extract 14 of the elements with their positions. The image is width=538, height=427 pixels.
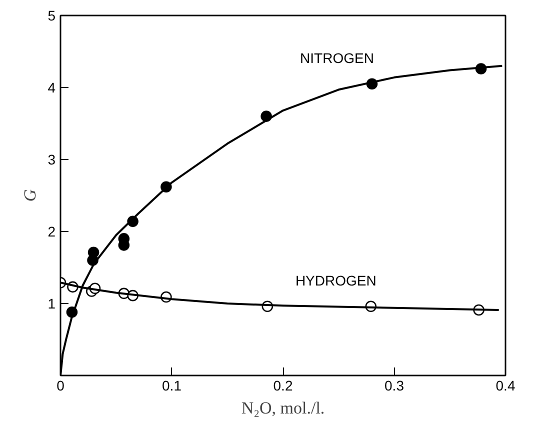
y-tick-label: 4 <box>48 80 56 96</box>
x-tick-label: 0.2 <box>273 378 293 394</box>
series-label: NITROGEN <box>300 50 374 66</box>
x-tick-label: 0.4 <box>496 378 516 394</box>
y-tick-label: 2 <box>48 224 56 240</box>
y-tick-label: 3 <box>48 152 56 168</box>
x-tick-label: 0.3 <box>384 378 404 394</box>
y-axis-title: G <box>20 189 40 202</box>
x-tick-label: 0.1 <box>162 378 182 394</box>
x-axis-title: N₂O, mol./l. <box>241 398 325 418</box>
y-tick-label: 1 <box>48 296 56 312</box>
x-tick-label: 0 <box>56 378 65 394</box>
y-tick-label: 5 <box>48 8 56 24</box>
series-label: HYDROGEN <box>295 272 376 288</box>
